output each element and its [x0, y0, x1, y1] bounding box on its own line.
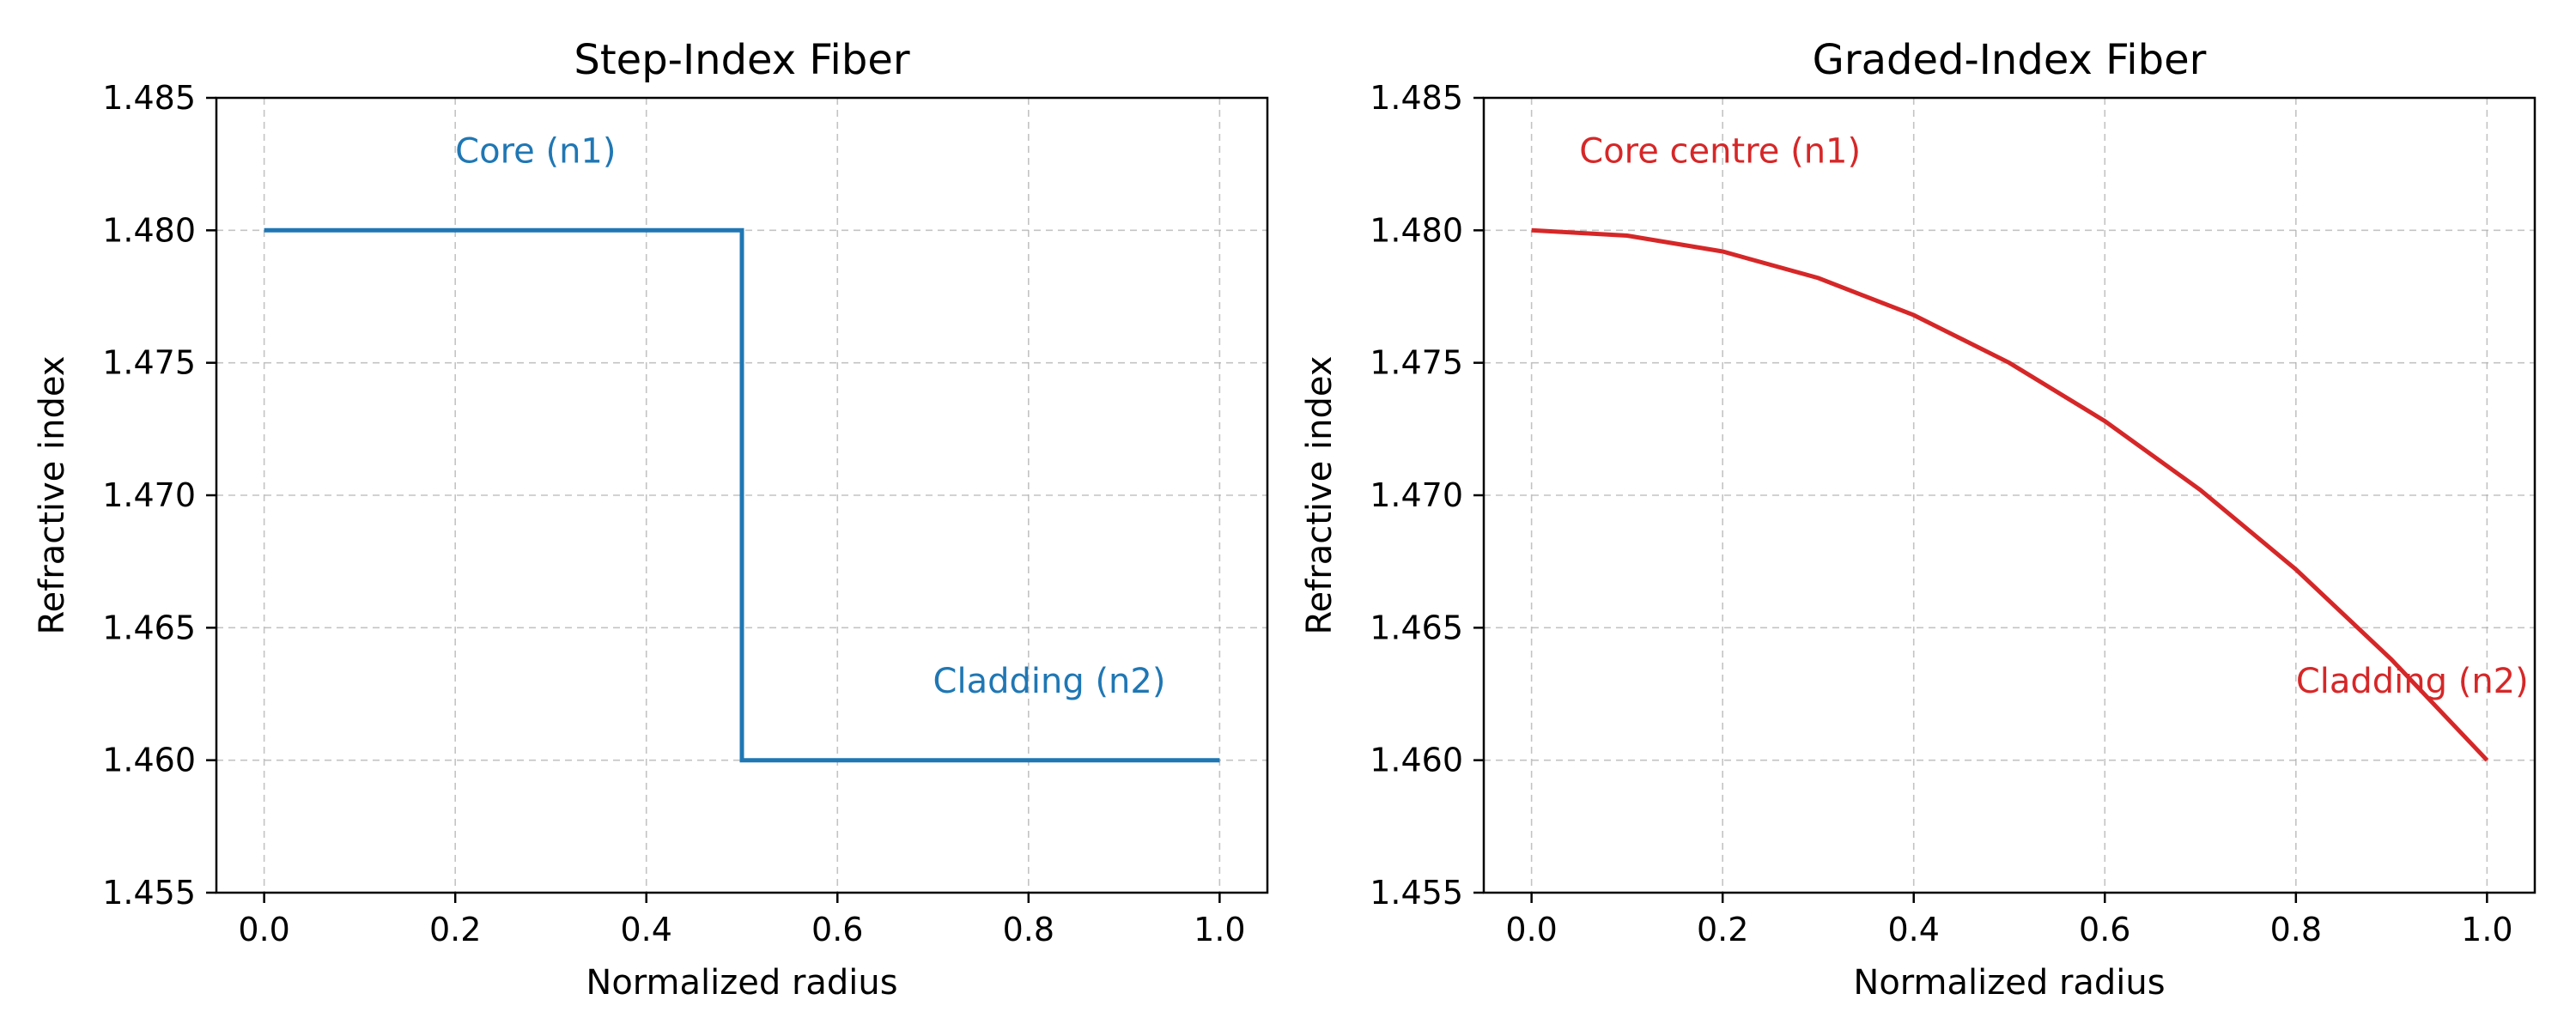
y-tick-label: 1.470	[102, 476, 196, 514]
x-tick-label: 0.4	[621, 911, 672, 948]
x-tick-label: 0.8	[2270, 911, 2322, 948]
graded-index-panel: 0.0 0.2 0.4 0.6 0.8 1.0 1.455 1.460 1.465 1.470 1.…	[1300, 36, 2537, 1003]
x-tick-label: 0.0	[1505, 911, 1557, 948]
y-axis-label: Refractive index	[33, 356, 72, 635]
y-tick-label: 1.475	[1370, 344, 1463, 382]
chart-title: Step-Index Fiber	[574, 36, 909, 84]
y-tick-label: 1.480	[102, 211, 196, 249]
chart-title: Graded-Index Fiber	[1813, 36, 2207, 84]
x-tick-label: 0.0	[238, 911, 289, 948]
y-tick-label: 1.470	[1370, 476, 1463, 514]
x-axis-label: Normalized radius	[586, 963, 897, 1003]
x-tick-label: 1.0	[2461, 911, 2512, 948]
y-tick-label: 1.485	[102, 79, 196, 117]
y-tick-label: 1.455	[102, 874, 196, 912]
step-index-profile-line	[264, 227, 1220, 763]
plot-frame	[1482, 96, 2537, 894]
x-tick-label: 0.8	[1003, 911, 1054, 948]
annotation-label: Cladding (n2)	[2296, 662, 2529, 701]
y-tick-label: 1.460	[102, 742, 196, 779]
x-tick-label: 1.0	[1194, 911, 1245, 948]
y-tick-label: 1.480	[1370, 211, 1463, 249]
x-tick-label: 0.2	[1697, 911, 1748, 948]
y-tick-label: 1.465	[1370, 609, 1463, 646]
x-tick-label: 0.4	[1888, 911, 1940, 948]
x-tick-label: 0.6	[811, 911, 863, 948]
annotation-label: Cladding (n2)	[933, 662, 1166, 701]
y-tick-label: 1.455	[1370, 874, 1463, 912]
step-index-panel: 0.0 0.2 0.4 0.6 0.8 1.0 1.455 1.460 1.465 1.470 1.…	[33, 36, 1269, 1003]
x-tick-label: 0.6	[2079, 911, 2130, 948]
y-tick-label: 1.475	[102, 344, 196, 382]
x-axis-label: Normalized radius	[1853, 963, 2165, 1003]
y-tick-label: 1.485	[1370, 79, 1463, 117]
y-axis-label: Refractive index	[1300, 356, 1340, 635]
x-tick-label: 0.2	[429, 911, 481, 948]
graded-index-profile-line	[1531, 227, 2489, 762]
annotation-label: Core centre (n1)	[1579, 132, 1861, 172]
annotation-label: Core (n1)	[455, 132, 616, 172]
y-tick-label: 1.465	[102, 609, 196, 646]
y-tick-label: 1.460	[1370, 742, 1463, 779]
plot-frame	[215, 96, 1269, 894]
